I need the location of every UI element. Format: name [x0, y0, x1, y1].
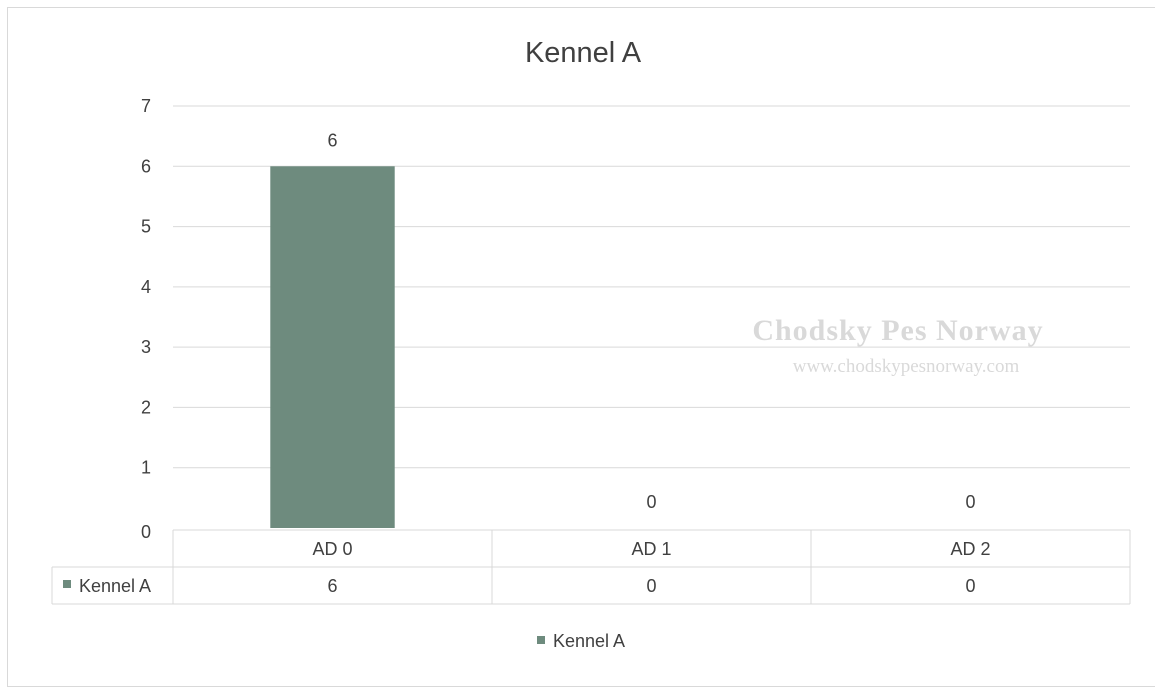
table-series-marker [63, 580, 71, 588]
y-tick-label: 6 [141, 156, 151, 176]
table-series-name: Kennel A [79, 576, 151, 596]
data-label: 0 [646, 492, 656, 512]
legend-label: Kennel A [553, 631, 625, 651]
y-axis-tick-labels: 0 1 2 3 4 5 6 7 [141, 96, 151, 542]
watermark: Chodsky Pes Norway www.chodskypesnorway.… [752, 314, 1043, 377]
watermark-url: www.chodskypesnorway.com [793, 356, 1020, 377]
y-tick-label: 0 [141, 522, 151, 542]
data-labels: 6 0 0 [327, 130, 975, 512]
data-label: 6 [327, 130, 337, 150]
chart-title: Kennel A [525, 37, 642, 69]
table-value-cell: 0 [646, 576, 656, 596]
y-tick-label: 5 [141, 217, 151, 237]
y-tick-label: 3 [141, 337, 151, 357]
table-value-cell: 0 [965, 576, 975, 596]
data-label: 0 [965, 492, 975, 512]
y-tick-label: 4 [141, 277, 151, 297]
y-tick-label: 7 [141, 96, 151, 116]
bars [270, 166, 395, 529]
table-category-label: AD 1 [631, 539, 671, 559]
y-tick-label: 2 [141, 397, 151, 417]
y-tick-label: 1 [141, 458, 151, 478]
table-category-label: AD 2 [950, 539, 990, 559]
table-category-label: AD 0 [312, 539, 352, 559]
bar [270, 166, 395, 529]
legend: Kennel A [537, 631, 625, 651]
watermark-title: Chodsky Pes Norway [752, 314, 1043, 347]
legend-marker [537, 636, 545, 644]
data-table: AD 0 6 AD 1 0 AD 2 0 Kennel A [51, 529, 1131, 605]
table-value-cell: 6 [327, 576, 337, 596]
